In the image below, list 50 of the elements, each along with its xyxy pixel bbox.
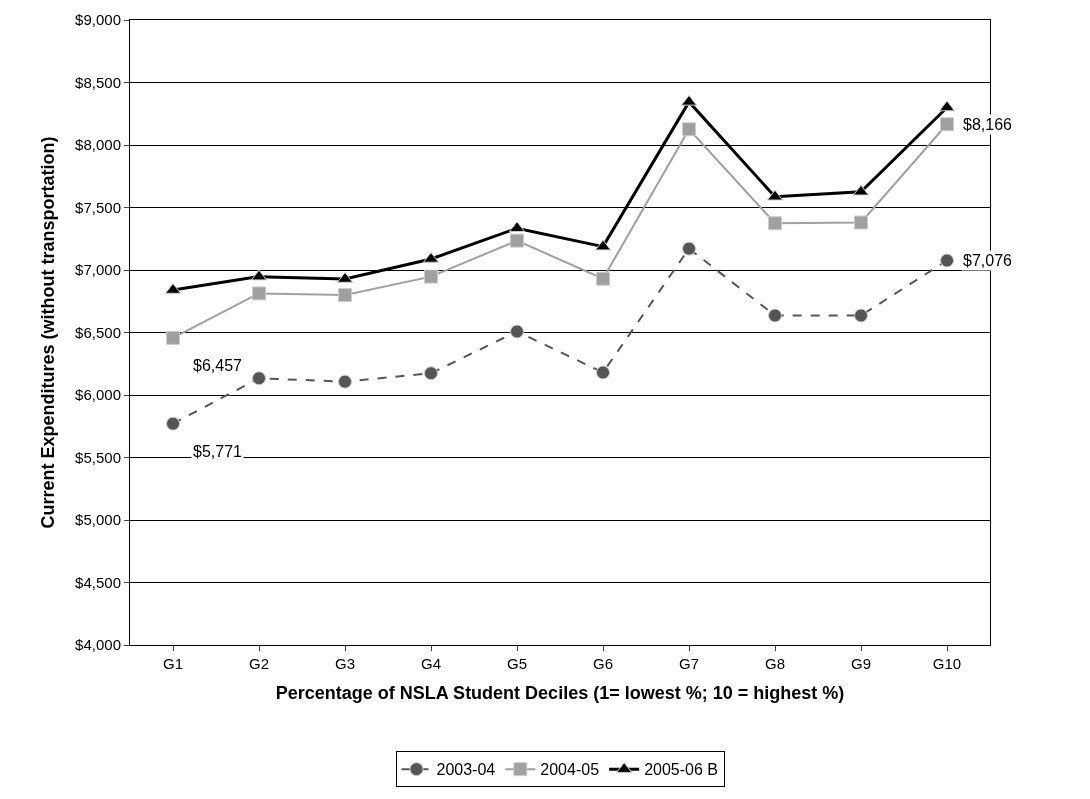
data-label: $6,457 <box>193 357 243 374</box>
data-label: $5,771 <box>193 443 243 460</box>
y-axis-title: Current Expenditures (without transportation) <box>38 136 59 529</box>
point <box>510 233 524 248</box>
x-tick-label: G2 <box>248 655 270 672</box>
point <box>338 374 352 389</box>
point <box>940 253 954 268</box>
x-tick-label: G4 <box>420 655 442 672</box>
y-tick-label: $6,500 <box>75 323 121 341</box>
y-tick-label: $8,000 <box>75 136 121 154</box>
x-tick-label: G9 <box>850 655 872 672</box>
point <box>510 324 524 339</box>
point <box>252 371 266 386</box>
x-tick-label: G7 <box>678 655 700 672</box>
point <box>596 271 610 286</box>
legend-label: 2004-05 <box>540 761 600 779</box>
x-tick-label: G10 <box>932 655 962 672</box>
point <box>166 330 180 345</box>
y-tick-label: $7,500 <box>75 198 121 216</box>
data-label: $7,076 <box>963 252 1013 269</box>
point <box>768 308 782 323</box>
legend-label: 2005-06 B <box>644 761 718 779</box>
data-label: $8,166 <box>963 116 1013 133</box>
point <box>940 117 954 132</box>
y-tick-label: $4,500 <box>75 573 121 591</box>
y-tick-label: $5,000 <box>75 511 121 529</box>
x-axis-title: Percentage of NSLA Student Deciles (1= lowest %; 10 = highest %) <box>275 683 845 704</box>
x-tick-label: G3 <box>334 655 356 672</box>
point <box>682 122 696 137</box>
legend-label: 2003-04 <box>436 761 496 779</box>
x-tick-label: G5 <box>506 655 528 672</box>
point <box>596 365 610 380</box>
point <box>854 308 868 323</box>
point <box>338 288 352 302</box>
y-tick-label: $4,000 <box>75 636 121 654</box>
x-tick-label: G1 <box>162 655 184 672</box>
y-tick-label: $6,000 <box>75 386 121 404</box>
y-tick-label: $8,500 <box>75 73 121 91</box>
point <box>424 366 438 381</box>
point <box>166 416 180 431</box>
point <box>252 286 266 301</box>
point <box>424 269 438 284</box>
point <box>854 215 868 230</box>
y-tick-label: $7,000 <box>75 261 121 279</box>
x-tick-label: G8 <box>764 655 786 672</box>
point <box>682 241 696 256</box>
y-tick-label: $9,000 <box>75 11 121 29</box>
x-tick-label: G6 <box>592 655 614 672</box>
point <box>768 216 782 231</box>
y-tick-label: $5,500 <box>75 448 121 466</box>
